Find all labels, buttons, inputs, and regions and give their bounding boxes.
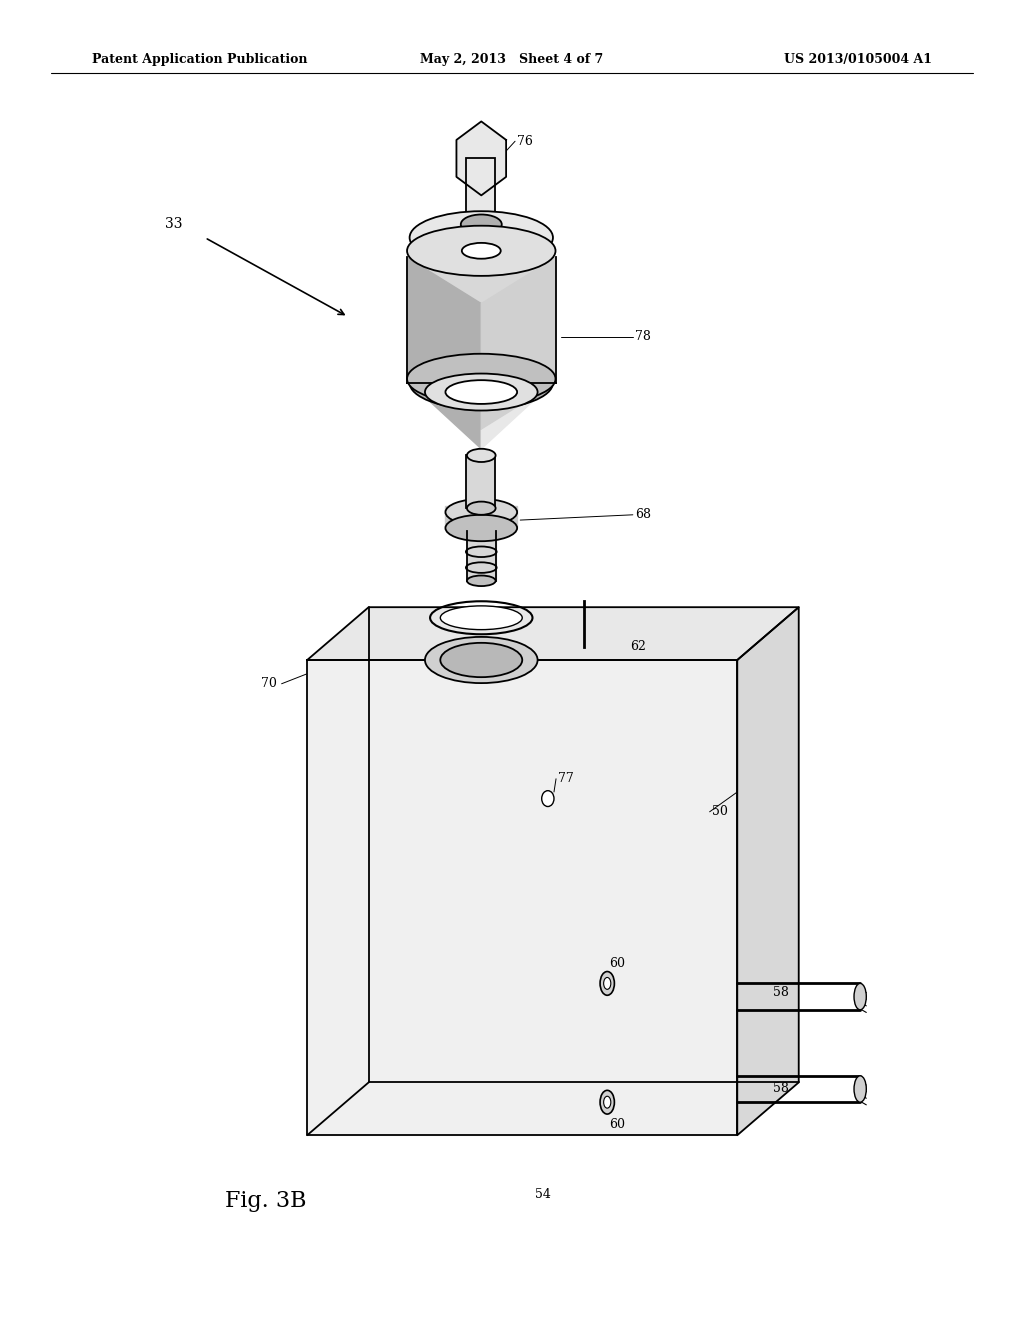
Polygon shape	[445, 506, 517, 528]
Text: 58: 58	[773, 986, 790, 999]
Polygon shape	[481, 251, 553, 449]
Text: 50: 50	[712, 805, 728, 818]
Text: 62: 62	[630, 640, 646, 653]
Ellipse shape	[600, 1090, 614, 1114]
Ellipse shape	[467, 576, 496, 586]
Text: Patent Application Publication: Patent Application Publication	[92, 53, 307, 66]
Ellipse shape	[462, 243, 501, 259]
Text: 33: 33	[165, 218, 183, 231]
Text: US 2013/0105004 A1: US 2013/0105004 A1	[783, 53, 932, 66]
Ellipse shape	[440, 643, 522, 677]
Text: 54: 54	[535, 1188, 551, 1201]
Polygon shape	[481, 257, 555, 429]
Polygon shape	[410, 251, 481, 449]
Polygon shape	[307, 607, 799, 660]
Ellipse shape	[410, 356, 553, 409]
Text: 58: 58	[773, 1082, 790, 1096]
Polygon shape	[467, 531, 496, 581]
Ellipse shape	[425, 636, 538, 684]
Ellipse shape	[604, 1096, 610, 1109]
Ellipse shape	[467, 502, 496, 515]
Text: 60: 60	[609, 1118, 626, 1131]
Text: May 2, 2013   Sheet 4 of 7: May 2, 2013 Sheet 4 of 7	[421, 53, 603, 66]
Polygon shape	[307, 660, 737, 1135]
Ellipse shape	[461, 214, 502, 235]
Text: 76: 76	[517, 135, 534, 148]
Text: 60: 60	[609, 957, 626, 970]
Ellipse shape	[467, 449, 496, 462]
Ellipse shape	[854, 983, 866, 1010]
Ellipse shape	[600, 972, 614, 995]
FancyBboxPatch shape	[466, 158, 495, 224]
Text: 70: 70	[260, 677, 276, 690]
Text: 78: 78	[635, 330, 651, 343]
FancyBboxPatch shape	[466, 455, 495, 508]
Polygon shape	[410, 251, 553, 383]
Text: 77: 77	[558, 772, 573, 785]
Ellipse shape	[854, 1076, 866, 1102]
Ellipse shape	[425, 374, 538, 411]
Ellipse shape	[445, 380, 517, 404]
Ellipse shape	[407, 226, 555, 276]
Ellipse shape	[604, 977, 610, 990]
Polygon shape	[407, 257, 481, 429]
Ellipse shape	[407, 354, 555, 404]
Polygon shape	[457, 121, 506, 195]
Ellipse shape	[440, 606, 522, 630]
Ellipse shape	[410, 211, 553, 264]
Polygon shape	[737, 607, 799, 1135]
Ellipse shape	[445, 499, 517, 525]
Text: Fig. 3B: Fig. 3B	[225, 1191, 307, 1212]
Ellipse shape	[542, 791, 554, 807]
Text: 68: 68	[635, 508, 651, 521]
Ellipse shape	[461, 227, 502, 248]
Ellipse shape	[445, 515, 517, 541]
